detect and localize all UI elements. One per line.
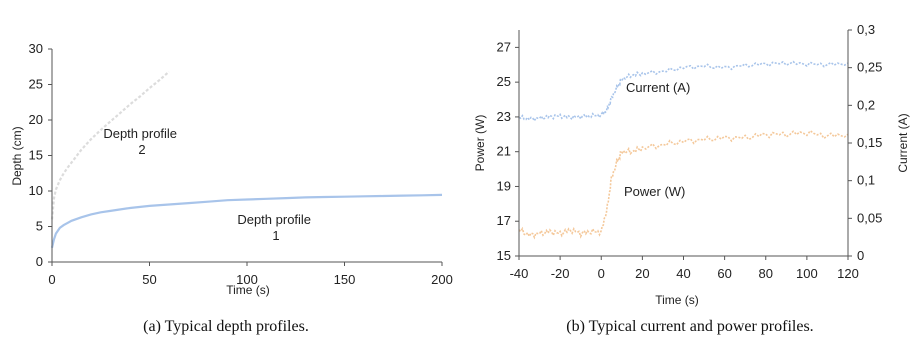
chart-a-series-2-line: [50, 70, 170, 220]
chart-b-y2-tick-label: 0,3: [857, 22, 875, 37]
chart-b-y2-tick-label: 0,1: [857, 173, 875, 188]
chart-b-y-tick-label: 19: [497, 178, 511, 193]
chart-a-y-tick-label: 0: [36, 254, 43, 269]
chart-b-y-tick-label: 17: [497, 213, 511, 228]
chart-b-y-tick-label: 15: [497, 248, 511, 263]
chart-b-x-ticks: -40 -20 0 20 40 60 80 100 120: [510, 256, 859, 281]
chart-b-x-label: Time (s): [655, 293, 699, 307]
chart-a-y-ticks: 0 5 10 15 20 25 30: [29, 41, 52, 269]
chart-b-x-tick-label: 40: [676, 266, 690, 281]
chart-a-x-label: Time (s): [226, 283, 270, 297]
chart-a-x-tick-label: 150: [334, 272, 356, 287]
chart-b-y-tick-label: 23: [497, 109, 511, 124]
chart-a-x-tick-label: 0: [48, 272, 55, 287]
annotation-depth-profile-1: Depth profile 1: [237, 212, 314, 243]
chart-a-x-ticks: 0 50 100 150 200: [48, 262, 453, 287]
chart-b-x-tick-label: -20: [551, 266, 570, 281]
chart-b-y2-tick-label: 0: [857, 248, 864, 263]
chart-a-series-1-line: [50, 193, 443, 249]
chart-b-y2-label: Current (A): [896, 113, 910, 172]
chart-b-y2-tick-label: 0,05: [857, 210, 882, 225]
chart-b-series: [518, 60, 849, 240]
series-label-current: Current (A): [626, 80, 690, 95]
series-label-power: Power (W): [624, 184, 685, 199]
chart-a-x-tick-label: 200: [431, 272, 453, 287]
chart-a-caption: (a) Typical depth profiles.: [143, 318, 309, 335]
chart-b-series-power-line: [518, 129, 849, 240]
chart-b-x-tick-label: 120: [837, 266, 859, 281]
chart-a-x-tick-label: 100: [236, 272, 258, 287]
chart-a-y-label: Depth (cm): [10, 126, 24, 185]
chart-a-x-tick-label: 50: [142, 272, 156, 287]
chart-b-caption: (b) Typical current and power profiles.: [566, 318, 813, 335]
chart-b-y-tick-label: 27: [497, 39, 511, 54]
chart-b-y-label: Power (W): [473, 115, 487, 172]
chart-b-y2-ticks: 0 0,05 0,1 0,15 0,2 0,25 0,3: [848, 22, 882, 263]
chart-b-y-ticks: 15 17 19 21 23 25 27: [497, 39, 519, 263]
chart-b-x-tick-label: 0: [598, 266, 605, 281]
chart-a-y-tick-label: 5: [36, 219, 43, 234]
chart-b-y-tick-label: 21: [497, 144, 511, 159]
chart-b-x-tick-label: 20: [635, 266, 649, 281]
chart-b-x-tick-label: 100: [796, 266, 818, 281]
chart-a-y-tick-label: 25: [29, 77, 43, 92]
chart-b-y-tick-label: 25: [497, 74, 511, 89]
chart-a-y-tick-label: 10: [29, 183, 43, 198]
chart-b: 15 17 19 21 23 25 27 0 0,05 0,1 0,15 0,2 0,25 0,3 -4…: [473, 22, 910, 335]
chart-b-series-current-line: [518, 60, 849, 123]
chart-a-y-tick-label: 20: [29, 112, 43, 127]
chart-b-x-tick-label: -40: [510, 266, 529, 281]
chart-b-y2-tick-label: 0,2: [857, 97, 875, 112]
chart-b-y2-tick-label: 0,25: [857, 60, 882, 75]
chart-b-x-tick-label: 80: [759, 266, 773, 281]
annotation-depth-profile-2: Depth profile 2: [103, 126, 180, 157]
chart-a-y-tick-label: 15: [29, 148, 43, 163]
chart-a: 0 5 10 15 20 25 30 0 50 100 150 200 Time (s) Depth…: [10, 41, 453, 335]
chart-b-x-tick-label: 60: [717, 266, 731, 281]
chart-a-y-tick-label: 30: [29, 41, 43, 56]
chart-b-y2-tick-label: 0,15: [857, 135, 882, 150]
chart-a-series: [50, 70, 443, 249]
